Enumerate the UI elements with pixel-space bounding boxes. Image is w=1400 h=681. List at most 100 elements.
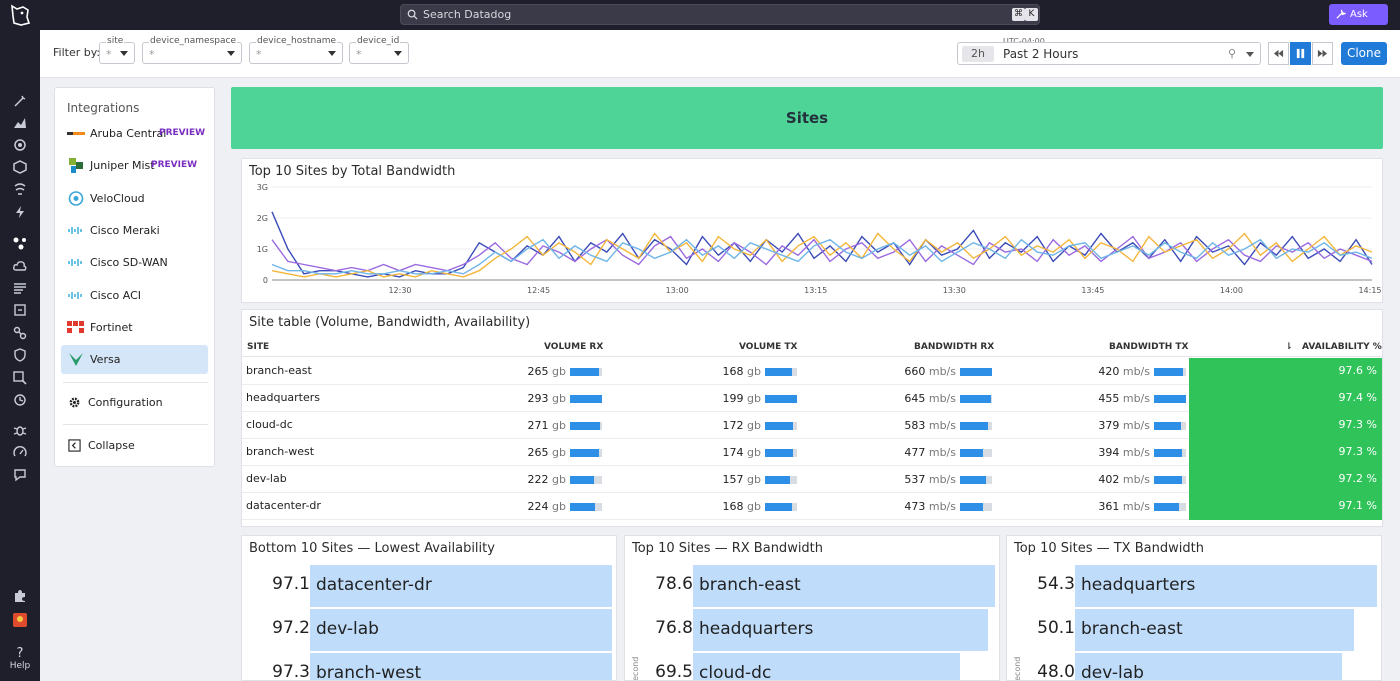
integration-item-aruba-central[interactable]: Aruba Central PREVIEW <box>61 119 208 148</box>
service-mgmt-icon[interactable] <box>11 324 29 342</box>
integration-name: Aruba Central <box>90 127 167 140</box>
software-delivery-icon[interactable] <box>11 391 29 409</box>
integrations-title: Integrations <box>67 101 140 115</box>
pause-button[interactable] <box>1290 42 1311 65</box>
toplist-widget-tx-bandwidth[interactable]: Top 10 Sites — TX Bandwidth 54.3 headquar… <box>1006 535 1382 681</box>
toplist-row[interactable]: 69.5 cloud-dc <box>625 652 999 680</box>
column-header-bandwidth-tx[interactable]: BANDWIDTH TX <box>1109 342 1189 352</box>
events-icon[interactable] <box>11 203 29 221</box>
infrastructure-icon[interactable] <box>11 158 29 176</box>
clone-button[interactable]: Clone <box>1341 42 1387 65</box>
cell-bar <box>1154 449 1186 457</box>
sort-icon[interactable]: ⇂ <box>1285 342 1293 352</box>
cell-bar <box>1154 503 1186 511</box>
global-search-input[interactable]: Search Datadog ⌘ K <box>400 4 1040 25</box>
device-namespace-filter-select[interactable]: device_namespace * <box>142 36 242 64</box>
toplist-row[interactable]: 97.2 dev-lab <box>242 608 616 651</box>
integration-name: Fortinet <box>90 321 133 334</box>
cell-value: 420 mb/s <box>1098 365 1150 378</box>
integration-item-juniper-mist[interactable]: Juniper Mist PREVIEW <box>61 151 208 180</box>
integration-item-velocloud[interactable]: VeloCloud <box>61 184 208 213</box>
integration-name: Juniper Mist <box>90 159 155 172</box>
logs-icon[interactable] <box>11 279 29 297</box>
cisco-logo-icon <box>68 292 82 299</box>
integration-item-cisco-aci[interactable]: Cisco ACI <box>61 281 208 310</box>
widget-title: Site table (Volume, Bandwidth, Availabil… <box>249 315 531 330</box>
table-row[interactable]: branch-west 265 gb 174 gb 477 mb/s 394 mb/s 9… <box>242 439 1382 466</box>
toplist-bar <box>1075 565 1377 607</box>
toplist-value: 54.3 <box>1037 574 1075 594</box>
toplist-row[interactable]: 50.1 branch-east <box>1007 608 1381 651</box>
cell-value: 168 gb <box>722 365 761 378</box>
btx-cell: 379 mb/s <box>998 419 1188 433</box>
btx-cell: 420 mb/s <box>998 365 1188 379</box>
watchdog-icon[interactable] <box>11 136 29 154</box>
bug-icon[interactable] <box>11 421 29 439</box>
integration-item-versa[interactable]: Versa <box>61 345 208 374</box>
site-name-cell: dev-lab <box>246 472 287 485</box>
fast-forward-button[interactable] <box>1312 42 1333 65</box>
fast-forward-icon <box>1317 49 1328 58</box>
toplist-row[interactable]: 76.8 headquarters <box>625 608 999 651</box>
datadog-logo[interactable] <box>8 3 32 27</box>
column-header-availability[interactable]: AVAILABILITY % <box>1302 342 1382 352</box>
apm-icon[interactable] <box>11 180 29 198</box>
integration-item-fortinet[interactable]: Fortinet <box>61 313 208 342</box>
integration-name: VeloCloud <box>90 192 145 205</box>
brx-cell: 473 mb/s <box>804 500 994 514</box>
toplist-row[interactable]: 48.0 dev-lab <box>1007 652 1381 680</box>
table-row[interactable]: dev-lab 222 gb 157 gb 537 mb/s 402 mb/s 97.2 … <box>242 466 1382 493</box>
toplist-row[interactable]: 78.6 branch-east <box>625 564 999 607</box>
site-table-widget[interactable]: Site table (Volume, Bandwidth, Availabil… <box>241 309 1383 527</box>
gauge-icon[interactable] <box>11 443 29 461</box>
x-tick-label: 13:45 <box>1081 286 1104 295</box>
digital-experience-icon[interactable] <box>11 369 29 387</box>
synthetics-icon[interactable] <box>11 466 29 484</box>
dashboards-icon[interactable] <box>11 114 29 132</box>
device-id-filter-select[interactable]: device_id * <box>349 36 409 64</box>
cloud-icon[interactable] <box>11 257 29 275</box>
integrations-puzzle-icon[interactable] <box>11 587 29 605</box>
toplist-label: datacenter-dr <box>316 575 432 595</box>
toplist-widget-rx-bandwidth[interactable]: Top 10 Sites — RX Bandwidth 78.6 branch-e… <box>624 535 1000 681</box>
integration-item-cisco-sd-wan[interactable]: Cisco SD-WAN <box>61 248 208 277</box>
toplist-value: 97.2 <box>272 618 310 638</box>
toplist-row[interactable]: 97.1 datacenter-dr <box>242 564 616 607</box>
timeseries-widget[interactable]: Top 10 Sites by Total Bandwidth 0 1G 2G 3G 1… <box>241 158 1383 303</box>
chevron-down-icon <box>227 51 235 56</box>
bits-ai-icon[interactable] <box>11 92 29 110</box>
site-name-cell: datacenter-dr <box>246 499 321 512</box>
time-range-label: Past 2 Hours <box>1003 47 1079 61</box>
pin-icon[interactable]: ⚲ <box>1228 47 1237 60</box>
column-header-volume-tx[interactable]: VOLUME TX <box>739 342 798 352</box>
column-header-site[interactable]: SITE <box>247 342 270 352</box>
divider <box>63 424 208 425</box>
toplist-row[interactable]: 54.3 headquarters <box>1007 564 1381 607</box>
time-range-picker[interactable]: 2h Past 2 Hours ⚲ <box>957 42 1261 65</box>
column-header-bandwidth-rx[interactable]: BANDWIDTH RX <box>914 342 995 352</box>
cell-bar <box>570 422 602 430</box>
table-row[interactable]: headquarters 293 gb 199 gb 645 mb/s 455 mb/s… <box>242 385 1382 412</box>
device-hostname-filter-select[interactable]: device_hostname * <box>249 36 343 64</box>
column-header-volume-rx[interactable]: VOLUME RX <box>544 342 604 352</box>
security-icon[interactable] <box>11 301 29 319</box>
network-icon[interactable] <box>11 234 29 252</box>
toplist-row[interactable]: 97.3 branch-west <box>242 652 616 680</box>
ask-bits-button[interactable]: Ask Bits <box>1329 4 1388 41</box>
sparkle-icon <box>1336 9 1346 19</box>
table-row[interactable]: branch-east 265 gb 168 gb 660 mb/s 420 mb/s 9… <box>242 358 1382 385</box>
chevron-down-icon <box>394 51 402 56</box>
table-row[interactable]: cloud-dc 271 gb 172 gb 583 mb/s 379 mb/s 97.3… <box>242 412 1382 439</box>
help-button[interactable]: ? Help <box>0 647 40 672</box>
integration-item-cisco-meraki[interactable]: Cisco Meraki <box>61 216 208 245</box>
configuration-link[interactable]: Configuration <box>68 394 208 412</box>
toplist-widget-availability[interactable]: Bottom 10 Sites — Lowest Availability 97… <box>241 535 617 681</box>
toplist-bar <box>693 565 995 607</box>
site-filter-select[interactable]: site * <box>99 36 135 64</box>
table-row[interactable]: datacenter-dr 224 gb 168 gb 473 mb/s 361 mb/… <box>242 493 1382 520</box>
collapse-button[interactable]: Collapse <box>68 437 208 455</box>
user-avatar[interactable] <box>11 611 29 629</box>
integration-name: Cisco SD-WAN <box>90 256 168 269</box>
rewind-button[interactable] <box>1268 42 1289 65</box>
shield-icon[interactable] <box>11 346 29 364</box>
